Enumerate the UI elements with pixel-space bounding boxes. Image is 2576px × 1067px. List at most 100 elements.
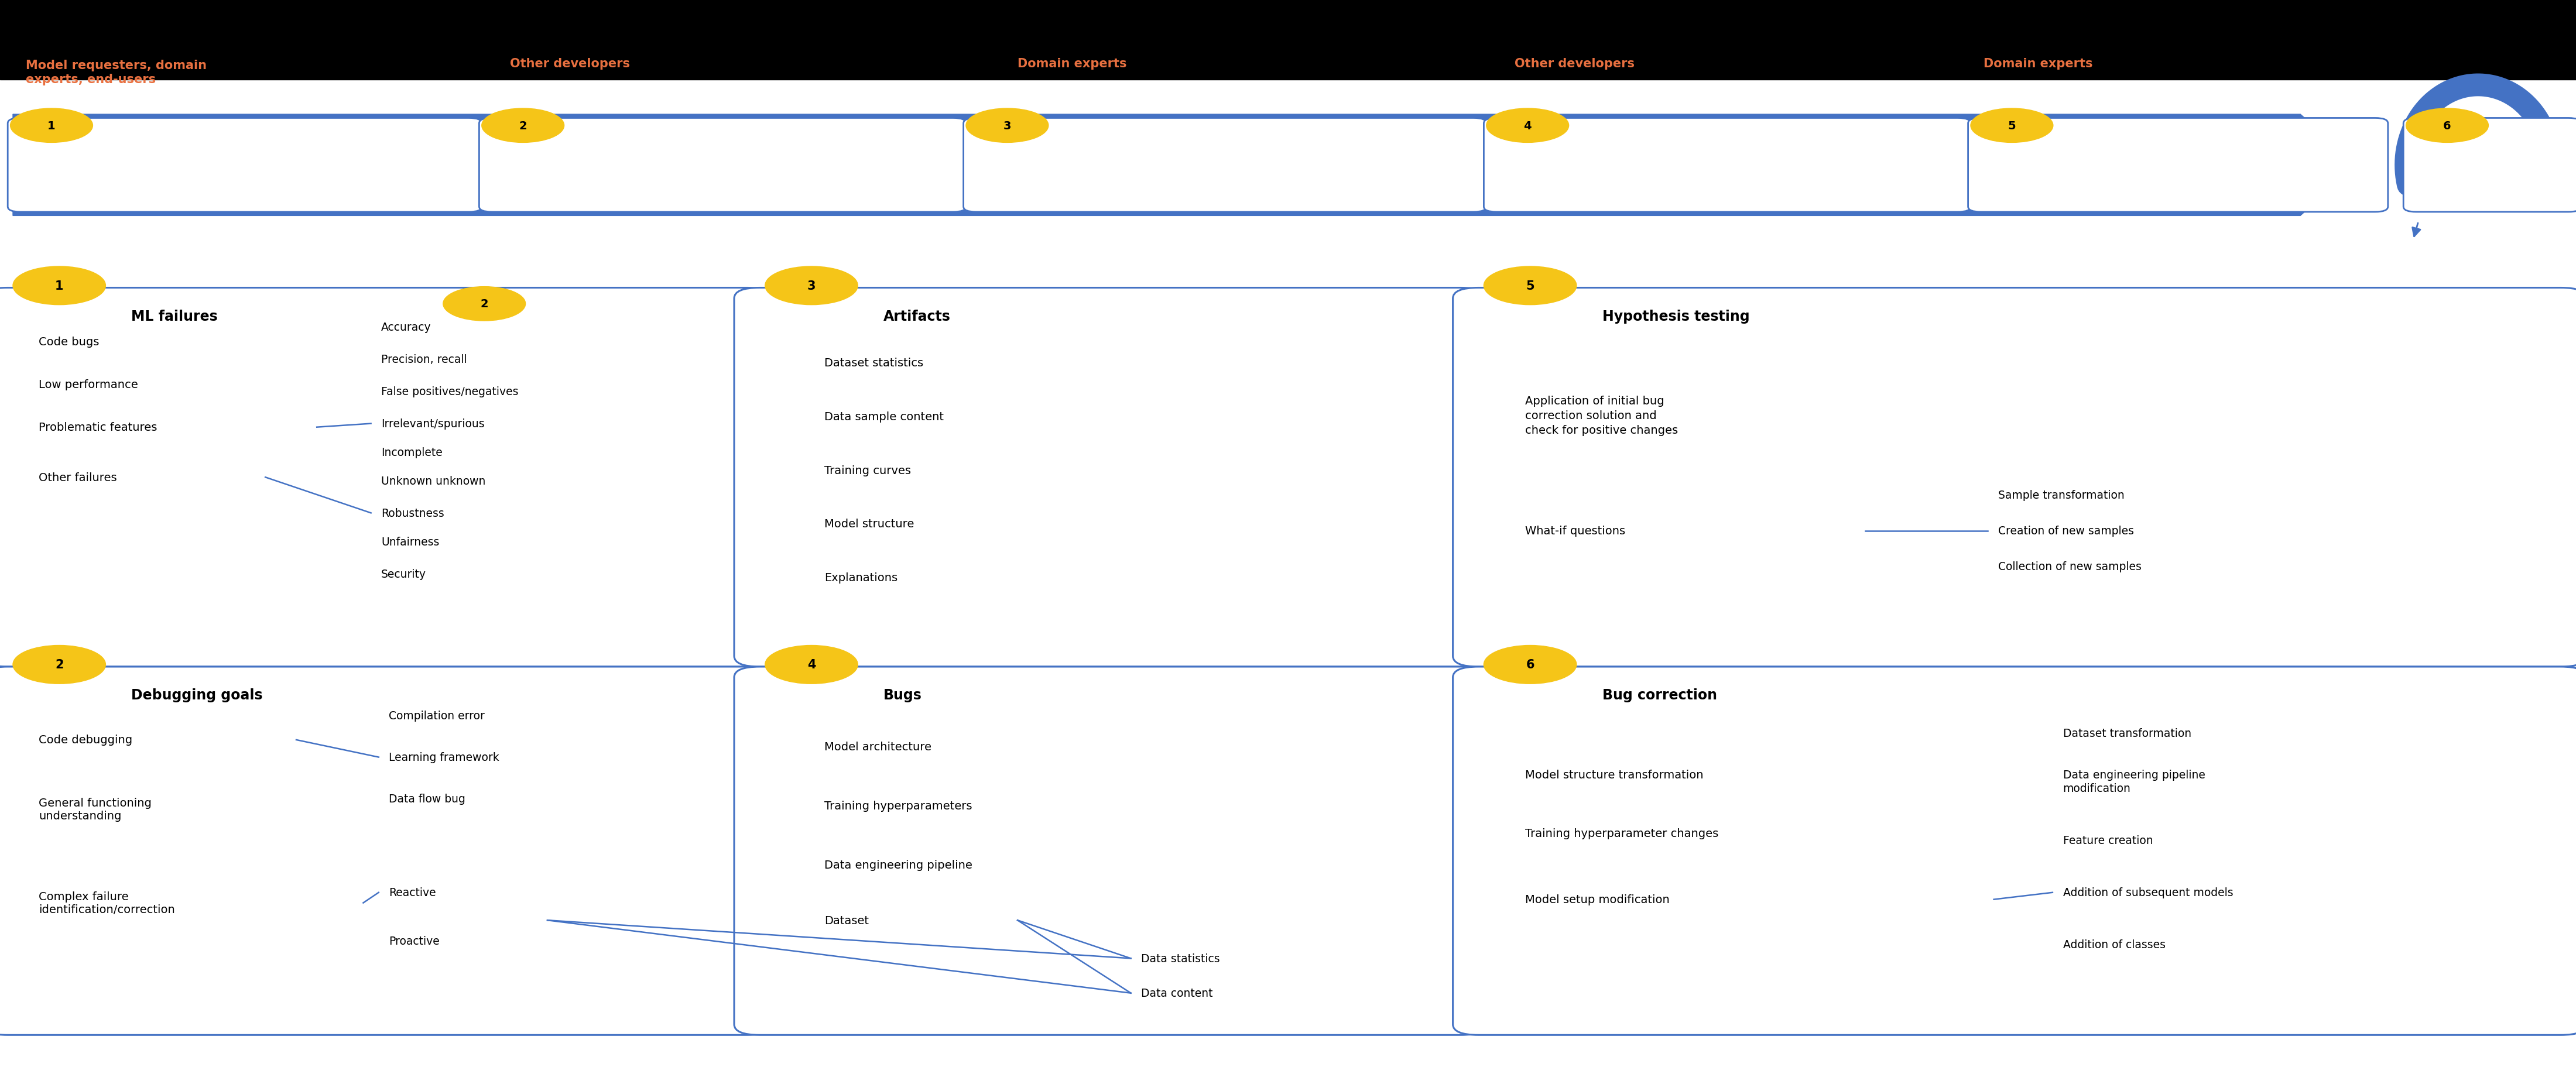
Text: Gathering context:
through artifacts: Gathering context: through artifacts: [685, 154, 801, 177]
Circle shape: [2406, 109, 2488, 143]
Text: Data statistics: Data statistics: [1141, 953, 1221, 964]
Text: Model requesters, domain
experts, end-users: Model requesters, domain experts, end-us…: [26, 60, 206, 85]
Text: Compilation error: Compilation error: [389, 711, 484, 721]
Text: Proactive: Proactive: [389, 936, 440, 946]
Text: Bug correction: Bug correction: [1602, 688, 1718, 702]
Circle shape: [1971, 109, 2053, 143]
Text: Model setup modification: Model setup modification: [1525, 894, 1669, 905]
FancyArrow shape: [13, 115, 2357, 216]
Text: Dataset transformation: Dataset transformation: [2063, 728, 2192, 738]
FancyBboxPatch shape: [8, 118, 482, 212]
Text: Other developers: Other developers: [1515, 59, 1636, 69]
Text: Precision, recall: Precision, recall: [381, 354, 466, 365]
Text: Learning framework: Learning framework: [389, 752, 500, 763]
Text: Domain experts: Domain experts: [1984, 59, 2092, 69]
Text: Training hyperparameters: Training hyperparameters: [824, 800, 971, 811]
Text: Unknown unknown: Unknown unknown: [381, 476, 487, 487]
Text: 3: 3: [806, 281, 817, 291]
FancyBboxPatch shape: [1453, 288, 2576, 667]
Text: Security: Security: [381, 569, 425, 579]
Text: Robustness: Robustness: [381, 508, 443, 519]
Circle shape: [1484, 646, 1577, 684]
Text: False positives/negatives: False positives/negatives: [381, 386, 518, 397]
Text: Artifacts: Artifacts: [884, 309, 951, 323]
Text: Explanations: Explanations: [824, 572, 896, 584]
Text: Collection of new samples: Collection of new samples: [1999, 561, 2141, 572]
Circle shape: [13, 267, 106, 305]
Text: Code bugs: Code bugs: [39, 336, 98, 347]
Text: Creation of new samples: Creation of new samples: [1999, 526, 2133, 537]
Text: Dataset: Dataset: [824, 914, 868, 926]
Text: Dataset statistics: Dataset statistics: [824, 357, 922, 369]
Text: Complex failure
identification/correction: Complex failure identification/correctio…: [39, 891, 175, 915]
Text: Training curves: Training curves: [824, 465, 912, 476]
Text: 2: 2: [518, 121, 528, 131]
Text: Accuracy: Accuracy: [381, 322, 430, 333]
Text: 1: 1: [54, 281, 64, 291]
Text: Hypothesis testing: Hypothesis testing: [1602, 309, 1749, 323]
Text: Data sample content: Data sample content: [824, 411, 943, 423]
Circle shape: [443, 287, 526, 321]
Text: Data engineering pipeline
modification: Data engineering pipeline modification: [2063, 769, 2205, 794]
FancyBboxPatch shape: [2403, 118, 2576, 212]
Text: General functioning
understanding: General functioning understanding: [39, 797, 152, 822]
Text: Problematic features: Problematic features: [39, 421, 157, 433]
Text: Data engineering pipeline: Data engineering pipeline: [824, 859, 971, 871]
Text: Code debugging: Code debugging: [39, 734, 131, 746]
Text: Bugs: Bugs: [884, 688, 922, 702]
Text: Unfairness: Unfairness: [381, 537, 440, 547]
Circle shape: [10, 109, 93, 143]
Text: Data flow bug: Data flow bug: [389, 794, 466, 805]
Circle shape: [966, 109, 1048, 143]
Text: Addition of subsequent models: Addition of subsequent models: [2063, 887, 2233, 898]
Text: 3: 3: [1002, 121, 1012, 131]
Text: Hypothesis formulation:
through possible bugs: Hypothesis formulation: through possible…: [1170, 154, 1321, 177]
FancyBboxPatch shape: [734, 288, 1486, 667]
Text: Other developers: Other developers: [510, 59, 631, 69]
Text: Instrumenting and
testing the hypothesis: Instrumenting and testing the hypothesis: [1677, 154, 1819, 177]
Circle shape: [1486, 109, 1569, 143]
Text: Application of initial bug
correction solution and
check for positive changes: Application of initial bug correction so…: [1525, 395, 1677, 435]
Text: Training hyperparameter changes: Training hyperparameter changes: [1525, 828, 1718, 839]
FancyBboxPatch shape: [734, 667, 1486, 1035]
Text: 1: 1: [46, 121, 57, 131]
Bar: [0, 0, 2576, 80]
Circle shape: [1484, 267, 1577, 305]
Circle shape: [482, 109, 564, 143]
Text: Low performance: Low performance: [39, 379, 139, 391]
Text: 6: 6: [1525, 659, 1535, 670]
Circle shape: [13, 646, 106, 684]
Text: Reactive: Reactive: [389, 887, 435, 898]
Text: 5: 5: [1525, 281, 1535, 291]
Text: 2: 2: [54, 659, 64, 670]
Text: Debugging goals: Debugging goals: [131, 688, 263, 702]
Text: Domain experts: Domain experts: [1018, 59, 1126, 69]
Text: Applying and refining
the solution: Applying and refining the solution: [2130, 154, 2267, 177]
Text: What-if questions: What-if questions: [1525, 526, 1625, 537]
Text: Incomplete: Incomplete: [381, 447, 443, 458]
Circle shape: [765, 646, 858, 684]
Text: Model architecture: Model architecture: [824, 742, 933, 752]
Text: Other failures: Other failures: [39, 472, 116, 483]
Text: 4: 4: [806, 659, 817, 670]
FancyBboxPatch shape: [963, 118, 1486, 212]
Text: Data content: Data content: [1141, 988, 1213, 999]
Text: Feature creation: Feature creation: [2063, 835, 2154, 846]
Text: Addition of classes: Addition of classes: [2063, 939, 2166, 950]
Circle shape: [765, 267, 858, 305]
Text: Failure identification
and goal selection: Failure identification and goal selectio…: [201, 154, 330, 177]
FancyBboxPatch shape: [1453, 667, 2576, 1035]
Text: Model structure transformation: Model structure transformation: [1525, 769, 1703, 780]
Text: 5: 5: [2007, 121, 2017, 131]
FancyBboxPatch shape: [479, 118, 966, 212]
FancyBboxPatch shape: [1968, 118, 2388, 212]
Text: Irrelevant/spurious: Irrelevant/spurious: [381, 418, 484, 429]
Text: Correcting the
hypothesis: Correcting the hypothesis: [2468, 154, 2558, 177]
Text: 4: 4: [1522, 121, 1533, 131]
Text: ML failures: ML failures: [131, 309, 219, 323]
FancyBboxPatch shape: [0, 288, 773, 667]
Text: 6: 6: [2442, 121, 2452, 131]
Text: 2: 2: [479, 299, 489, 309]
FancyBboxPatch shape: [0, 667, 773, 1035]
FancyBboxPatch shape: [1484, 118, 1971, 212]
